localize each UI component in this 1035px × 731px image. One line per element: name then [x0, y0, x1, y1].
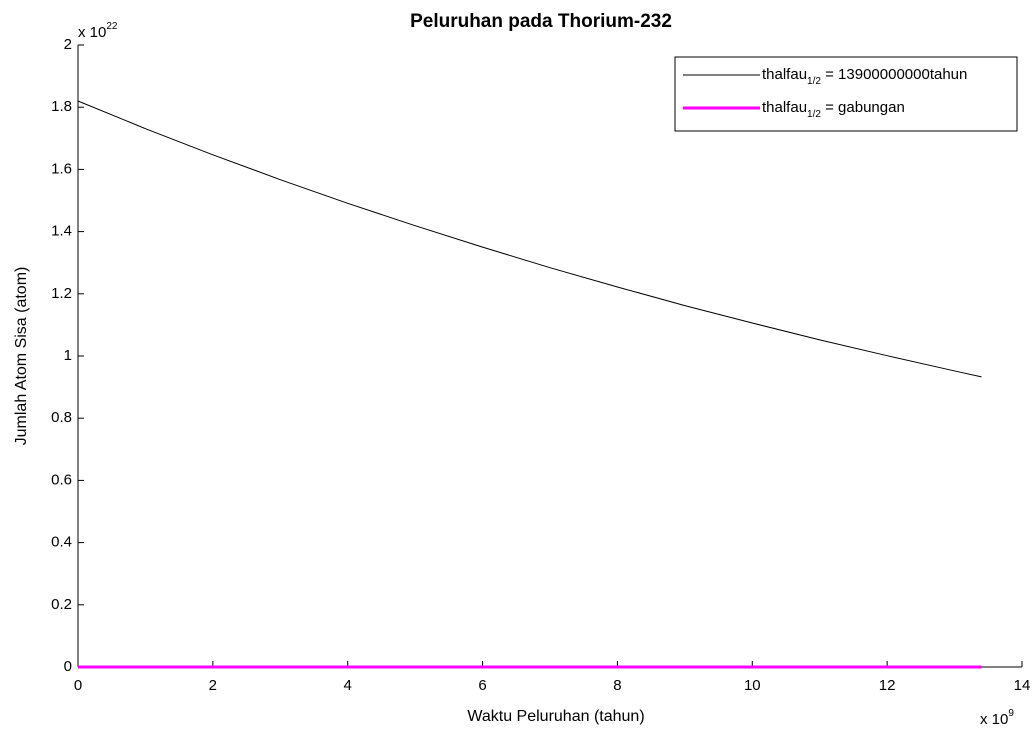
y-tick-label: 1.4 — [51, 223, 72, 240]
legend-label: thalfau1/2 = 13900000000tahun — [762, 66, 967, 87]
legend-label-rest: = gabungan — [821, 99, 905, 116]
y-tick-label: 0.6 — [51, 471, 72, 488]
legend-label-main: thalfau — [762, 99, 807, 116]
y-axis-label: Jumlah Atom Sisa (atom) — [13, 267, 30, 446]
y-tick-label: 1.2 — [51, 285, 72, 302]
x-tick-label: 8 — [613, 677, 621, 694]
y-multiplier-base: x 10 — [78, 24, 106, 41]
legend-label-main: thalfau — [762, 66, 807, 83]
x-axis-label: Waktu Peluruhan (tahun) — [467, 708, 644, 725]
y-tick-label: 0.8 — [51, 409, 72, 426]
chart-title: Peluruhan pada Thorium-232 — [410, 11, 672, 32]
x-tick-label: 14 — [1014, 677, 1031, 694]
y-tick-label: 1 — [64, 347, 72, 364]
y-tick-label: 0.2 — [51, 596, 72, 613]
y-tick-label: 1.6 — [51, 160, 72, 177]
y-tick-label: 1.8 — [51, 98, 72, 115]
legend-label-sub: 1/2 — [807, 76, 821, 87]
legend-label-rest: = 13900000000tahun — [821, 66, 967, 83]
x-tick-label: 0 — [74, 677, 82, 694]
y-multiplier: x 1022 — [78, 21, 118, 41]
legend-label: thalfau1/2 = gabungan — [762, 99, 905, 120]
x-tick-label: 2 — [209, 677, 217, 694]
x-multiplier-exponent: 9 — [1008, 708, 1014, 719]
x-multiplier: x 109 — [980, 708, 1014, 728]
data-line — [77, 100, 982, 378]
x-tick-label: 10 — [744, 677, 761, 694]
y-tick-label: 0.4 — [51, 534, 72, 551]
y-multiplier-exponent: 22 — [106, 21, 118, 32]
x-tick-label: 6 — [478, 677, 486, 694]
x-tick-label: 12 — [879, 677, 896, 694]
y-tick-label: 0 — [64, 658, 72, 675]
x-multiplier-base: x 10 — [980, 711, 1008, 728]
x-tick-label: 4 — [344, 677, 352, 694]
y-tick-label: 2 — [64, 36, 72, 53]
legend-label-sub: 1/2 — [807, 109, 821, 120]
legend-box — [674, 56, 1018, 132]
